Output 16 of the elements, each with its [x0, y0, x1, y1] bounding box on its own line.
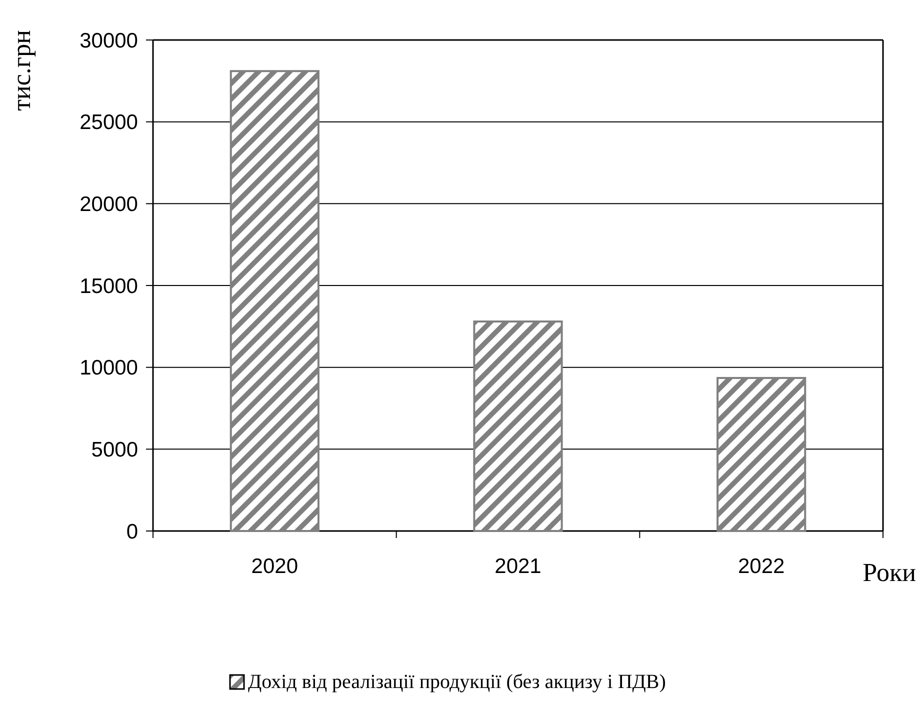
y-tick-label: 0 [126, 520, 138, 544]
bar [473, 320, 563, 532]
y-tick-label: 15000 [80, 274, 138, 298]
y-axis-title: тис.грн [7, 30, 36, 111]
y-tick-label: 30000 [80, 29, 138, 52]
y-tick-label: 5000 [91, 438, 138, 462]
x-axis-title: Роки [862, 558, 916, 587]
y-tick-label: 25000 [80, 111, 138, 134]
x-tick-label: 2021 [494, 555, 542, 578]
y-tick-label: 10000 [80, 356, 138, 380]
y-tick-label: 20000 [80, 193, 138, 216]
x-tick-label: 2022 [738, 555, 785, 578]
bar [716, 376, 806, 532]
bar [230, 70, 320, 532]
x-tick-label: 2020 [251, 555, 298, 578]
legend-label: Дохід від реалізації продукції (без акцизу і ПДВ) [248, 671, 666, 693]
